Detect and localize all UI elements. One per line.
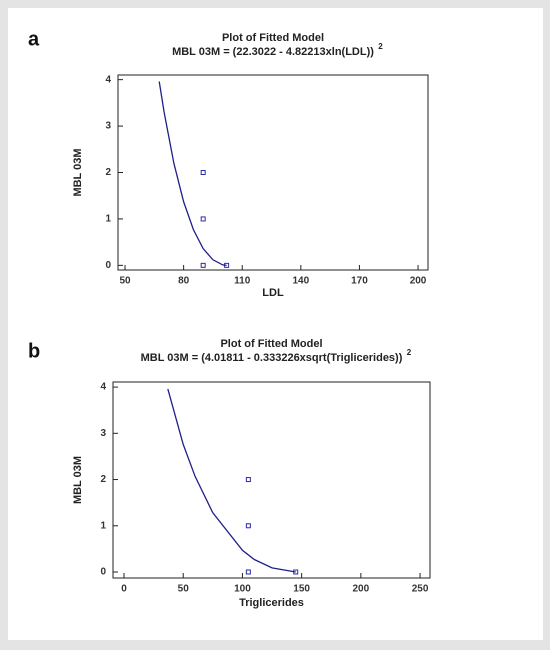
y-tick-label: 0 xyxy=(100,567,106,578)
subtitle-superscript: 2 xyxy=(378,42,383,51)
y-tick-label: 2 xyxy=(105,167,111,178)
data-point xyxy=(245,523,251,529)
data-point xyxy=(245,477,251,483)
x-tick-label: 140 xyxy=(292,276,309,287)
y-tick-label: 4 xyxy=(100,382,106,393)
panel-label: a xyxy=(28,28,40,50)
chart-subtitle: MBL 03M = (22.3022 - 4.82213xln(LDL)) xyxy=(172,46,374,58)
chart-title: Plot of Fitted Model xyxy=(222,32,324,44)
x-tick-label: 50 xyxy=(119,276,131,287)
chart-title: Plot of Fitted Model xyxy=(220,338,322,350)
y-tick-label: 1 xyxy=(105,214,111,225)
x-axis-label: Triglicerides xyxy=(239,597,304,609)
data-point xyxy=(245,569,251,575)
subtitle-superscript: 2 xyxy=(407,348,412,357)
x-tick-label: 200 xyxy=(353,584,370,595)
panel-background xyxy=(8,8,543,640)
x-axis-label: LDL xyxy=(262,287,284,299)
y-tick-label: 4 xyxy=(105,74,111,85)
fitted-curve xyxy=(167,388,296,573)
x-tick-label: 170 xyxy=(351,276,368,287)
y-tick-label: 1 xyxy=(100,520,106,531)
y-tick-label: 3 xyxy=(100,428,106,439)
x-tick-label: 50 xyxy=(178,584,190,595)
y-axis-label: MBL 03M xyxy=(72,148,84,196)
y-tick-label: 0 xyxy=(105,260,111,271)
x-tick-label: 100 xyxy=(234,584,251,595)
y-tick-label: 3 xyxy=(105,121,111,132)
data-point xyxy=(200,216,206,222)
fitted-curve xyxy=(158,81,227,267)
x-tick-label: 150 xyxy=(293,584,310,595)
x-tick-label: 0 xyxy=(121,584,127,595)
x-tick-label: 200 xyxy=(410,276,427,287)
x-tick-label: 250 xyxy=(412,584,429,595)
chart-subtitle: MBL 03M = (4.01811 - 0.333226xsqrt(Trigl… xyxy=(141,352,403,364)
x-tick-label: 110 xyxy=(234,276,251,287)
y-tick-label: 2 xyxy=(100,474,106,485)
panel-label: b xyxy=(28,340,40,362)
data-point xyxy=(200,170,206,175)
y-axis-label: MBL 03M xyxy=(72,456,84,504)
data-point xyxy=(200,262,206,268)
x-tick-label: 80 xyxy=(178,276,190,287)
